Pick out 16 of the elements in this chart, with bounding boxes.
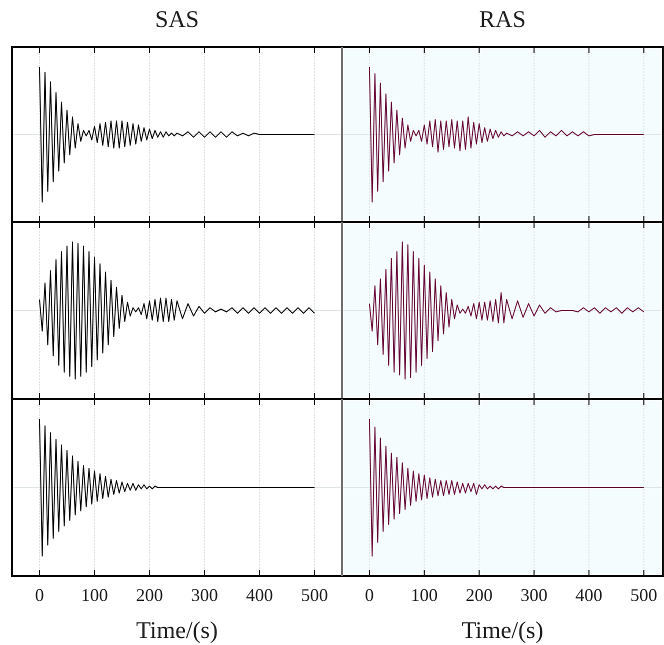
x-tick-label: 500	[301, 584, 328, 605]
x-tick-label: 500	[630, 584, 658, 605]
chart-title: SAS	[154, 7, 200, 33]
x-axis-title: Time/(s)	[136, 618, 218, 644]
x-tick-label: 400	[246, 584, 273, 605]
x-tick-label: 100	[81, 584, 108, 605]
chart-title: RAS	[479, 7, 526, 33]
x-tick-label: 200	[466, 584, 493, 605]
x-tick-label: 200	[136, 584, 163, 605]
x-tick-label: 400	[575, 584, 602, 605]
x-tick-label: 0	[35, 584, 44, 605]
x-tick-label: 100	[410, 584, 438, 605]
x-tick-label: 300	[191, 584, 218, 605]
x-tick-label: 0	[364, 584, 374, 605]
x-axis-title: Time/(s)	[462, 618, 544, 644]
x-tick-label: 300	[520, 584, 548, 605]
